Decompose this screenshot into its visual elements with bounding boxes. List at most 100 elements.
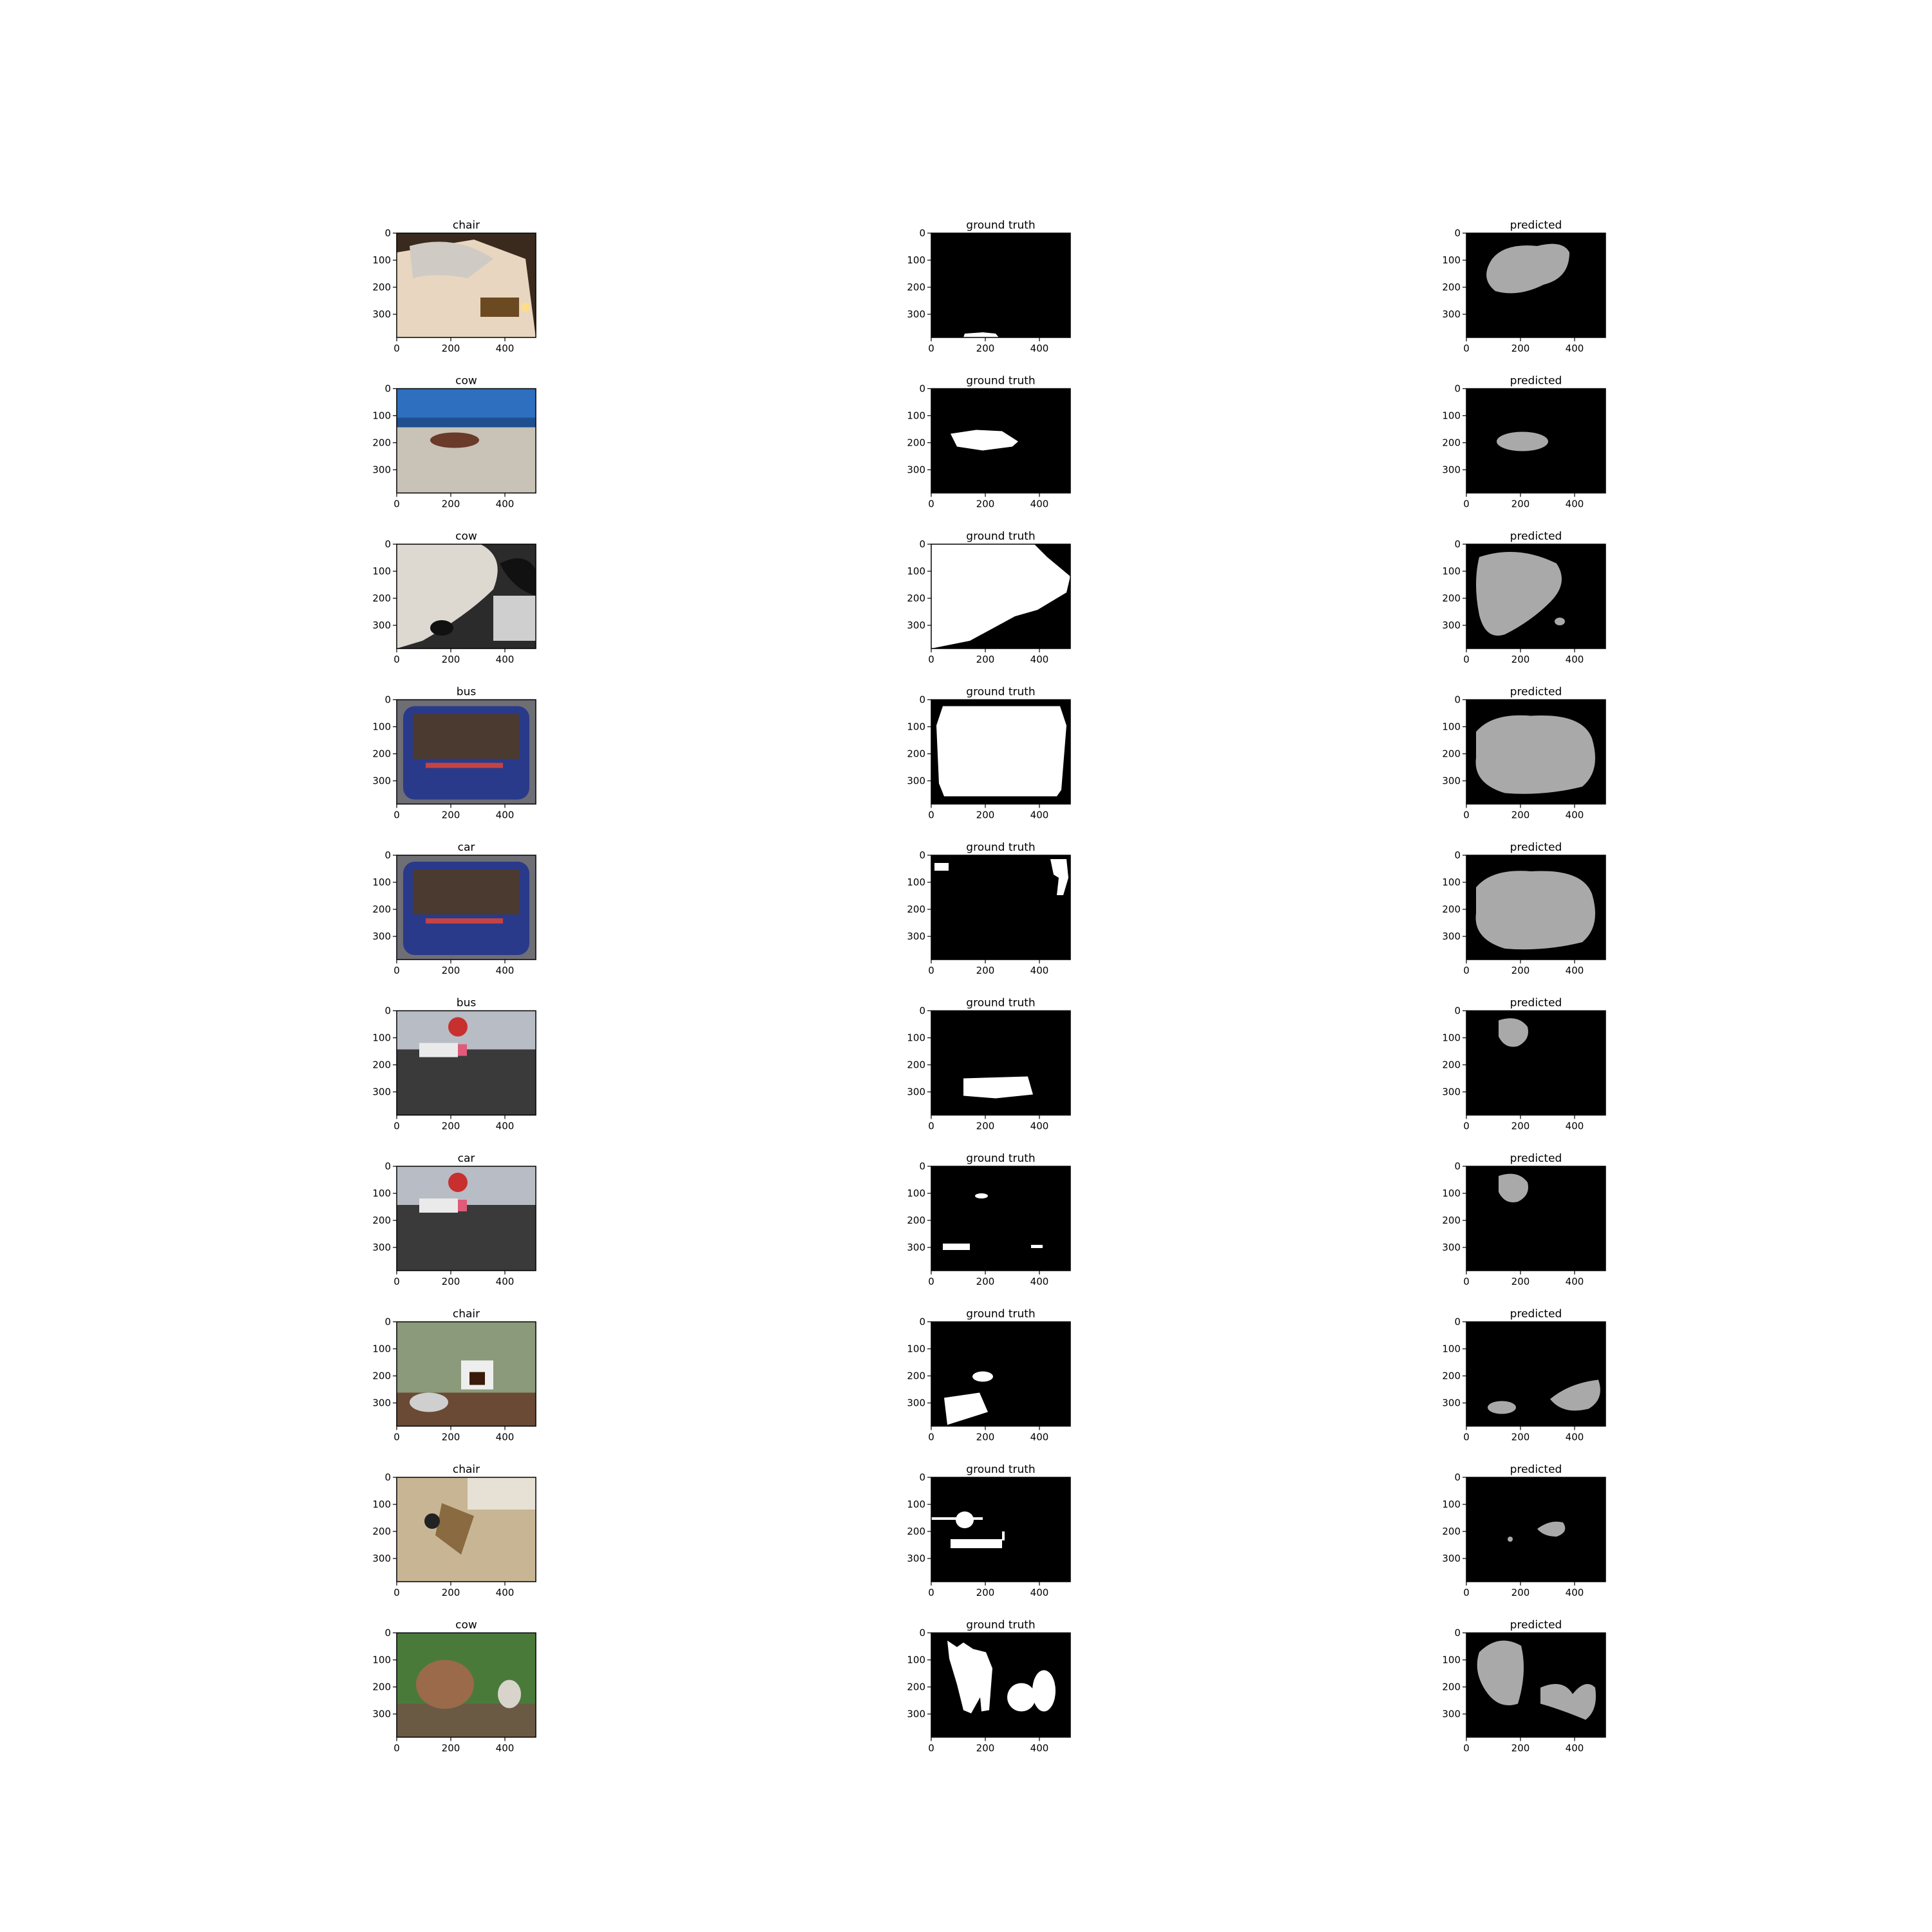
x-tick-label: 0 <box>928 1276 934 1287</box>
y-tick-label: 200 <box>907 1215 925 1226</box>
x-tick-label: 400 <box>1566 1432 1584 1443</box>
y-tick-label: 200 <box>372 1526 391 1537</box>
x-tick-label: 200 <box>442 1743 460 1754</box>
y-tick-label: 200 <box>907 748 925 760</box>
ground-truth-title: ground truth <box>966 219 1035 232</box>
y-tick-label: 0 <box>919 227 925 239</box>
axes-frame <box>931 855 1071 960</box>
input-panel: cow 0 100 200 300 0 200 400 <box>372 530 536 665</box>
y-tick-label: 200 <box>1442 1681 1461 1693</box>
axes-frame <box>931 1477 1071 1582</box>
predicted-image <box>1466 1633 1605 1738</box>
y-tick-label: 100 <box>907 1499 925 1510</box>
predicted-panel: predicted 0 100 200 300 0 200 400 <box>1442 1463 1606 1598</box>
y-tick-label: 300 <box>1442 1086 1461 1098</box>
input-panel: bus 0 100 200 300 0 200 400 <box>372 997 536 1132</box>
x-tick-label: 200 <box>1511 810 1530 821</box>
y-tick-label: 300 <box>907 620 925 631</box>
x-tick-label: 200 <box>442 343 460 354</box>
axes-frame <box>396 232 536 338</box>
input-image <box>397 544 536 649</box>
y-tick-label: 0 <box>919 849 925 861</box>
ground-truth-image <box>931 1010 1070 1115</box>
axes-frame <box>1466 1166 1606 1271</box>
input-image <box>397 855 536 960</box>
input-image <box>397 1633 536 1738</box>
y-tick-label: 100 <box>907 565 925 577</box>
predicted-image <box>1466 544 1605 649</box>
y-tick-label: 200 <box>1442 281 1461 293</box>
y-tick-label: 0 <box>384 694 391 706</box>
class-label: cow <box>455 530 477 543</box>
x-tick-label: 200 <box>976 1432 995 1443</box>
axes-frame <box>396 544 536 649</box>
ground-truth-panel: ground truth 0 100 200 300 0 200 400 <box>907 997 1071 1132</box>
input-panel: car 0 100 200 300 0 200 400 <box>372 841 536 976</box>
y-tick-label: 100 <box>907 410 925 422</box>
y-tick-label: 100 <box>372 565 391 577</box>
x-tick-label: 400 <box>1030 1121 1049 1132</box>
predicted-panel: predicted 0 100 200 300 0 200 400 <box>1442 1308 1606 1443</box>
class-label: cow <box>455 1619 477 1632</box>
y-tick-label: 0 <box>384 538 391 550</box>
predicted-image <box>1466 233 1605 337</box>
ground-truth-title: ground truth <box>966 686 1035 699</box>
y-tick-label: 200 <box>907 904 925 915</box>
y-tick-label: 300 <box>907 1553 925 1564</box>
y-tick-label: 300 <box>372 931 391 942</box>
y-tick-label: 200 <box>372 592 391 604</box>
class-label: chair <box>453 219 480 232</box>
y-tick-label: 0 <box>384 1160 391 1172</box>
x-tick-label: 400 <box>1566 498 1584 510</box>
x-tick-label: 200 <box>976 1587 995 1598</box>
x-tick-label: 0 <box>1463 1121 1470 1132</box>
x-tick-label: 400 <box>1030 498 1049 510</box>
y-tick-label: 300 <box>1442 931 1461 942</box>
input-image <box>397 1477 536 1582</box>
y-tick-label: 100 <box>372 1032 391 1044</box>
x-tick-label: 200 <box>442 810 460 821</box>
ground-truth-image <box>931 544 1070 649</box>
y-tick-label: 100 <box>372 410 391 422</box>
y-tick-label: 100 <box>1442 1654 1461 1666</box>
x-tick-label: 400 <box>1566 810 1584 821</box>
x-tick-label: 0 <box>393 343 400 354</box>
y-tick-label: 0 <box>1454 849 1461 861</box>
x-tick-label: 400 <box>1030 810 1049 821</box>
y-tick-label: 300 <box>907 775 925 787</box>
x-tick-label: 0 <box>393 654 400 665</box>
x-tick-label: 400 <box>1030 1276 1049 1287</box>
input-panel: chair 0 100 200 300 0 200 400 <box>372 1463 536 1598</box>
ground-truth-image <box>931 1321 1070 1426</box>
y-tick-label: 0 <box>384 1316 391 1328</box>
x-tick-label: 400 <box>496 343 515 354</box>
y-tick-label: 300 <box>372 1242 391 1253</box>
y-tick-label: 0 <box>1454 1005 1461 1017</box>
y-tick-label: 200 <box>372 1059 391 1071</box>
y-tick-label: 300 <box>907 308 925 320</box>
x-tick-label: 200 <box>442 498 460 510</box>
predicted-image <box>1466 1321 1605 1426</box>
y-tick-label: 100 <box>1442 565 1461 577</box>
y-tick-label: 0 <box>1454 383 1461 395</box>
x-tick-label: 200 <box>976 1276 995 1287</box>
y-tick-label: 200 <box>907 1059 925 1071</box>
x-tick-label: 0 <box>928 1432 934 1443</box>
predicted-panel: predicted 0 100 200 300 0 200 400 <box>1442 841 1606 976</box>
x-tick-label: 0 <box>1463 1432 1470 1443</box>
x-tick-label: 0 <box>393 498 400 510</box>
predicted-panel: predicted 0 100 200 300 0 200 400 <box>1442 1152 1606 1287</box>
ground-truth-title: ground truth <box>966 530 1035 543</box>
x-tick-label: 400 <box>496 654 515 665</box>
x-tick-label: 0 <box>928 343 934 354</box>
y-tick-label: 100 <box>372 876 391 888</box>
axes-frame <box>931 544 1071 649</box>
input-panel: cow 0 100 200 300 0 200 400 <box>372 1619 536 1754</box>
x-tick-label: 200 <box>976 810 995 821</box>
predicted-image <box>1466 1010 1605 1115</box>
predicted-image <box>1466 388 1605 493</box>
predicted-title: predicted <box>1510 1463 1562 1476</box>
y-tick-label: 0 <box>384 1627 391 1639</box>
x-tick-label: 400 <box>496 498 515 510</box>
x-tick-label: 400 <box>1566 1587 1584 1598</box>
